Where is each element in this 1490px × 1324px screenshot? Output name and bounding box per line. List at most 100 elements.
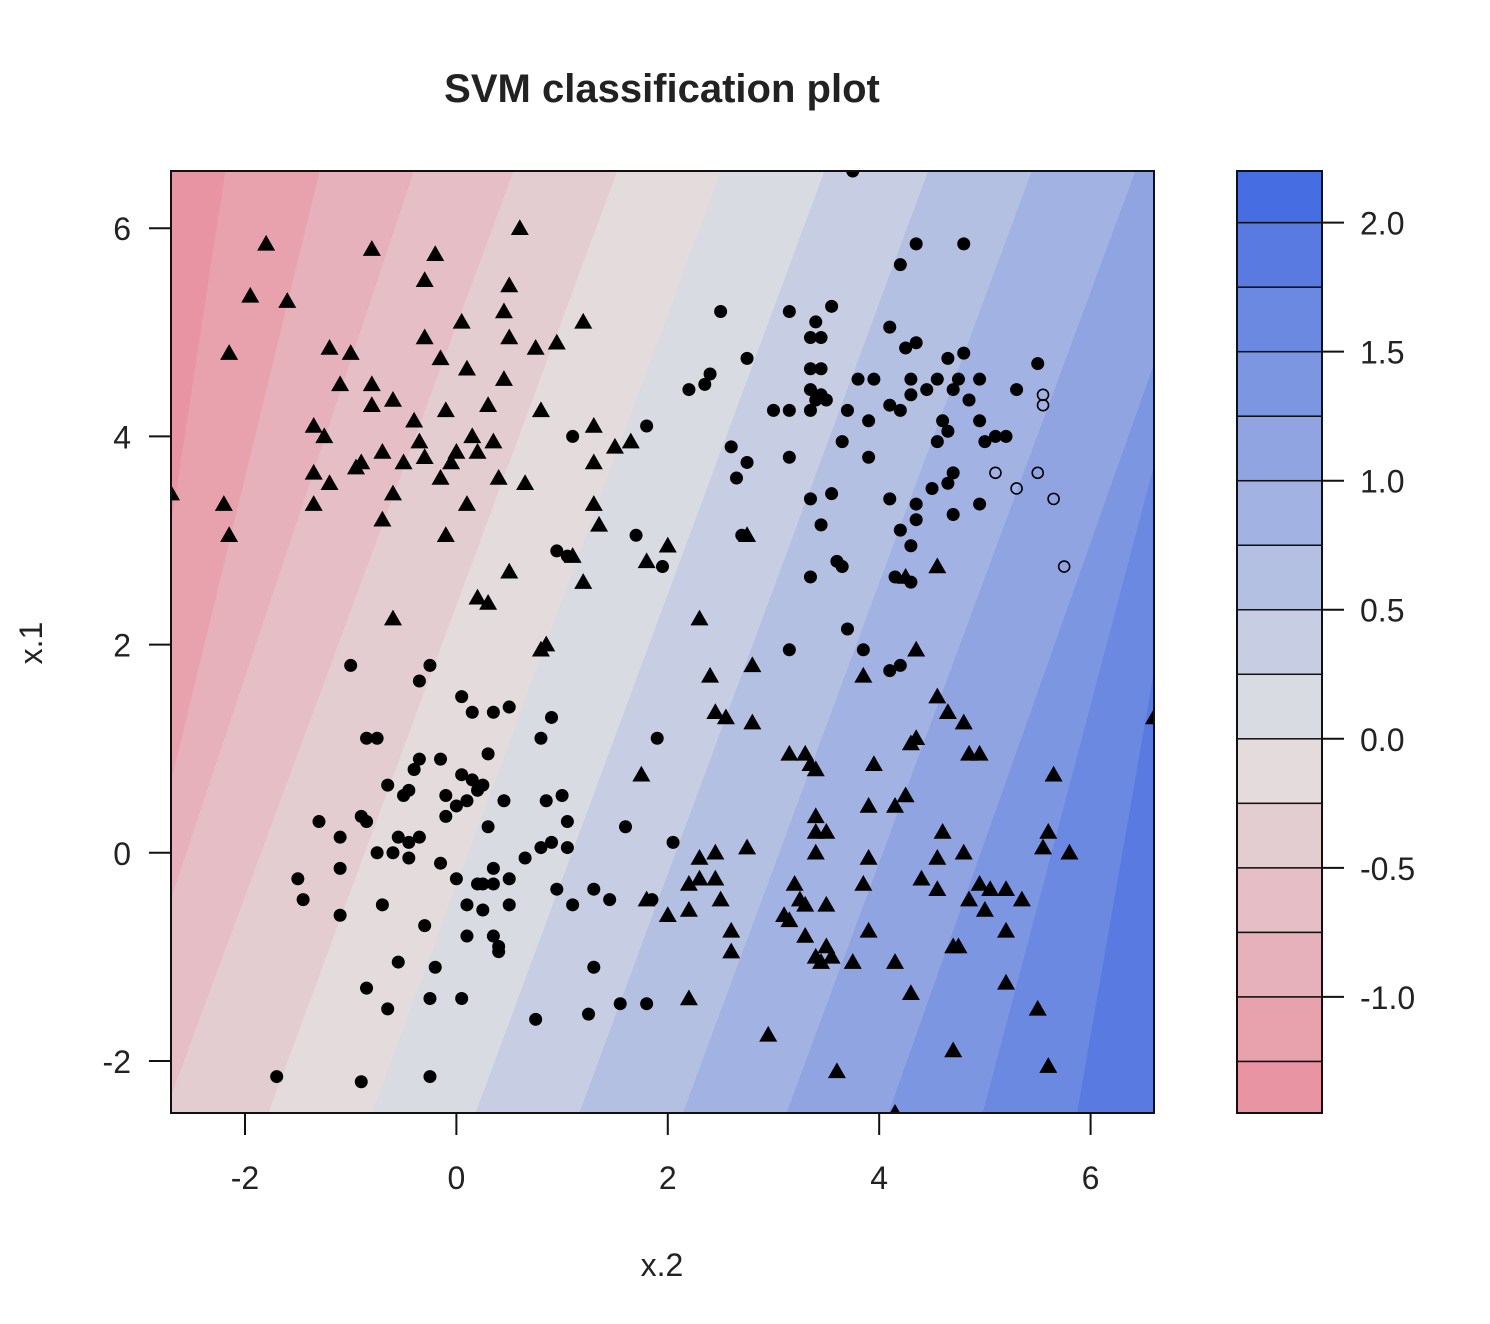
- circle-point: [782, 450, 796, 464]
- triangle-point: [785, 875, 804, 891]
- circle-point: [460, 898, 474, 912]
- circle-point: [370, 846, 384, 860]
- circle-point: [344, 658, 358, 672]
- triangle-point: [426, 245, 445, 262]
- triangle-point: [320, 338, 339, 355]
- circle-point: [476, 778, 490, 792]
- x-axis-label: x.2: [641, 1247, 684, 1283]
- triangle-point: [949, 937, 968, 954]
- triangle-point: [928, 880, 947, 896]
- circle-point: [851, 372, 865, 386]
- triangle-point: [1044, 765, 1063, 782]
- circle-point: [545, 835, 559, 849]
- circle-point: [492, 945, 506, 959]
- decision-surface: [171, 171, 1154, 1113]
- colorbar-tick-label: 2.0: [1360, 206, 1404, 242]
- circle-point: [803, 362, 817, 376]
- circle-point: [381, 778, 395, 792]
- triangle-point: [468, 443, 487, 459]
- circle-point: [497, 794, 511, 808]
- circle-point: [883, 664, 897, 678]
- triangle-point: [997, 880, 1016, 896]
- triangle-point: [257, 234, 276, 251]
- circle-point: [582, 1007, 596, 1021]
- colorbar-tick-label: -0.5: [1360, 851, 1415, 887]
- circle-point: [629, 528, 643, 542]
- decision-band: [982, 465, 1154, 1113]
- triangle-point: [220, 526, 239, 543]
- triangle-point: [806, 760, 825, 777]
- triangle-point: [907, 729, 926, 746]
- circle-point: [465, 773, 479, 787]
- circle-point: [650, 731, 664, 745]
- circle-point: [962, 393, 976, 407]
- triangle-point: [738, 838, 757, 855]
- circle-point: [883, 398, 897, 412]
- decision-band: [171, 171, 619, 1113]
- circle-point: [412, 830, 426, 844]
- colorbar-band: [1236, 996, 1323, 1063]
- circle-point: [825, 487, 839, 501]
- circle-point: [1010, 383, 1024, 397]
- triangle-point: [373, 443, 392, 459]
- circle-point: [555, 789, 569, 803]
- triangle-point: [621, 432, 640, 449]
- circle-point: [740, 351, 754, 365]
- triangle-point: [981, 880, 1000, 896]
- triangle-point: [780, 911, 799, 928]
- decision-band: [682, 171, 1137, 1113]
- circle-point: [423, 658, 437, 672]
- x-tick-label: 0: [447, 1160, 465, 1196]
- triangle-point: [500, 276, 519, 293]
- colorbar-band: [1236, 170, 1323, 224]
- circle-point: [809, 315, 823, 329]
- triangle-point: [637, 552, 656, 569]
- plot-frame: [170, 170, 1155, 1114]
- triangle-point: [679, 901, 698, 917]
- colorbar-band: [1236, 931, 1323, 998]
- triangle-point: [331, 375, 350, 392]
- triangle-point: [886, 796, 905, 813]
- circle-point: [814, 362, 828, 376]
- x-axis: -2 0 2 4 6: [231, 1113, 1100, 1196]
- decision-band: [786, 171, 1154, 1113]
- triangle-point: [780, 744, 799, 761]
- circle-point: [434, 752, 448, 766]
- circle-point: [904, 388, 918, 402]
- circle-point: [566, 429, 580, 443]
- circle-point: [978, 435, 992, 449]
- y-axis: -2 0 2 4 6: [103, 211, 171, 1080]
- circle-point: [486, 861, 500, 875]
- circle-point: [603, 893, 617, 907]
- circle-point: [270, 1070, 284, 1084]
- circle-point: [560, 841, 574, 855]
- triangle-point: [954, 843, 973, 860]
- circle-point: [936, 414, 950, 428]
- colorbar-band: [1236, 738, 1323, 805]
- circle-point: [481, 820, 495, 834]
- triangle-point: [394, 453, 413, 470]
- triangle-point: [817, 895, 836, 912]
- y-tick-label: 0: [113, 836, 131, 872]
- triangle-point: [452, 312, 471, 329]
- x-tick-label: 6: [1082, 1160, 1100, 1196]
- triangle-point: [928, 557, 947, 574]
- colorbar-band: [1236, 350, 1323, 417]
- triangle-point: [1039, 1057, 1058, 1073]
- triangle-point: [214, 495, 233, 511]
- circle-point: [407, 763, 421, 777]
- circle-point: [819, 393, 833, 407]
- open-circle-point: [1031, 466, 1045, 480]
- triangle-point: [457, 359, 476, 376]
- circle-point: [360, 981, 374, 995]
- circle-point: [370, 731, 384, 745]
- triangle-point: [854, 875, 873, 891]
- triangle-point: [304, 417, 323, 433]
- circle-point: [862, 414, 876, 428]
- x-tick-label: 4: [870, 1160, 888, 1196]
- triangle-point: [500, 328, 519, 345]
- circle-point: [973, 414, 987, 428]
- triangle-point: [171, 484, 180, 501]
- triangle-point: [716, 708, 735, 725]
- circle-point: [550, 544, 564, 558]
